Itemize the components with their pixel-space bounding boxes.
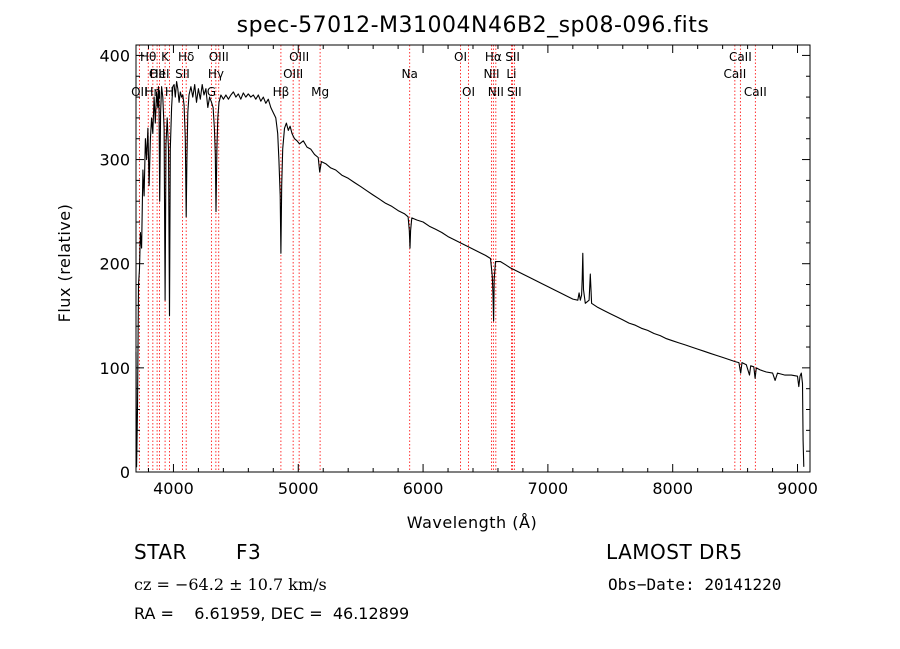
line-marker-label: H [165,85,174,99]
observation-date: Obs−Date: 20141220 [608,575,782,594]
y-axis-label: Flux (relative) [55,204,74,323]
x-tick-label: 8000 [652,479,693,498]
line-marker-label: OII [149,67,166,81]
line-marker-label: Hα [485,50,502,64]
line-marker-label: SII [175,67,190,81]
x-tick-label: 9000 [777,479,818,498]
line-marker-label: NII [483,67,499,81]
spectral-line-labels: OIIHθHηOIIHeIKHSIIHδGHγOIIIHβOIIIOIIIMgN… [131,50,767,99]
axes: 4000 5000 6000 7000 8000 9000 0 100 200 300 400 [99,45,818,498]
line-marker-label: Mg [311,85,329,99]
line-marker-label: OIII [209,50,229,64]
line-marker-label: HeI [150,67,170,81]
line-marker-label: CaII [744,85,767,99]
x-tick-label: 6000 [403,479,444,498]
line-marker-label: OI [462,85,475,99]
line-marker-label: Na [402,67,418,81]
x-tick-label: 7000 [528,479,569,498]
y-tick-label: 300 [99,151,130,170]
line-marker-label: K [161,50,170,64]
spectrum-line [135,80,805,468]
line-marker-label: Hθ [140,50,156,64]
chart-title: spec-57012-M31004N46B2_sp08-096.fits [237,13,710,38]
y-tick-label: 0 [120,463,130,482]
line-marker-label: NII [488,85,504,99]
y-tick-label: 100 [99,359,130,378]
line-marker-label: SII [507,85,522,99]
x-tick-label: 5000 [278,479,319,498]
x-axis-label: Wavelength (Å) [407,513,537,532]
object-class: STAR [134,540,187,564]
object-subclass: F3 [236,540,262,564]
y-tick-label: 400 [99,46,130,65]
line-marker-label: G [207,85,216,99]
line-marker-label: Li [506,67,516,81]
spectral-line-markers [138,45,756,472]
line-marker-label: OIII [283,67,303,81]
line-marker-label: OI [454,50,467,64]
survey-name: LAMOST DR5 [606,540,743,564]
plot-frame [135,44,811,473]
line-marker-label: Hδ [178,50,194,64]
redshift-cz: cz = −64.2 ± 10.7 km/s [134,575,327,594]
y-tick-label: 200 [99,255,130,274]
line-marker-label: CaII [723,67,746,81]
line-marker-label: Hβ [273,85,290,99]
line-marker-label: Hγ [208,67,224,81]
line-marker-label: SII [505,50,520,64]
coordinates: RA = 6.61959, DEC = 46.12899 [134,604,410,623]
line-marker-label: CaII [729,50,752,64]
line-marker-label: OII [131,85,148,99]
line-marker-label: OIII [289,50,309,64]
x-tick-label: 4000 [153,479,194,498]
